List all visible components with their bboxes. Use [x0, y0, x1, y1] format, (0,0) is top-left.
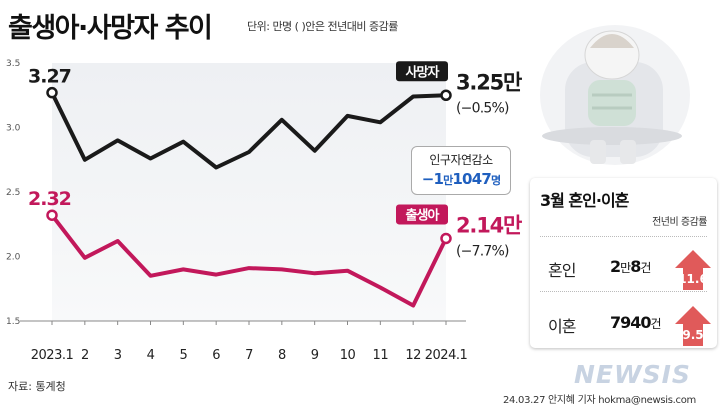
- end-value-label: 2.14만: [456, 213, 522, 237]
- data-point-marker: [46, 209, 58, 221]
- row-label: 혼인: [548, 261, 576, 280]
- change-rate-label: (−7.7%): [456, 243, 509, 259]
- start-value-label: 3.27: [28, 66, 71, 88]
- page-title: 출생아·사망자 추이: [8, 13, 213, 44]
- x-tick-label: 8: [278, 348, 286, 363]
- data-point-marker: [46, 86, 58, 99]
- y-tick-label: 3.5: [6, 59, 20, 69]
- row-label: 이혼: [548, 317, 576, 336]
- natural-decrease-label: 인구자연감소: [429, 153, 493, 167]
- row-value: 7940건: [610, 313, 662, 332]
- unit-note: 단위: 만명 ( )안은 전년대비 증감률: [247, 20, 398, 33]
- x-tick-label: 2: [81, 348, 89, 363]
- change-rate-label: (−0.5%): [456, 100, 509, 116]
- series-line-births: [50, 213, 448, 308]
- nd-unit1: 만: [443, 174, 453, 187]
- y-tick-label: 2.5: [6, 188, 20, 198]
- start-value-label: 2.32: [28, 188, 71, 210]
- natural-decrease-box: 인구자연감소 −1만1047명: [411, 146, 511, 195]
- x-tick-label: 6: [212, 348, 220, 363]
- x-tick-label: 5: [179, 348, 187, 363]
- change-value: 11.6: [678, 272, 708, 286]
- natural-decrease-value: −1만1047명: [412, 170, 510, 188]
- credit-line: 24.03.27 안지혜 기자 hokma@newsis.com: [503, 395, 696, 406]
- divider: [540, 291, 707, 292]
- series-name-tag: [396, 61, 448, 82]
- x-tick-label: 12: [405, 348, 421, 363]
- y-tick-label: 2.0: [6, 253, 21, 263]
- x-tick-label: 3: [114, 348, 122, 363]
- end-value-label: 3.25만: [456, 70, 522, 94]
- data-point-marker: [440, 89, 452, 101]
- series-name-label: 출생아: [406, 207, 440, 223]
- divider: [540, 236, 707, 237]
- x-tick-label: 10: [340, 348, 356, 363]
- marriage-divorce-panel: 3월 혼인·이혼 전년비 증감률 혼인 2만8건 11.6 이혼 7940건 9…: [530, 178, 717, 348]
- nd-mid: 1047: [452, 170, 491, 188]
- panel-subtitle: 전년비 증감률: [652, 217, 707, 228]
- v1: 7940: [610, 313, 652, 332]
- x-tick-label: 7: [245, 348, 253, 363]
- x-tick-label: 2024.1: [425, 348, 468, 363]
- series-name-tag: [396, 204, 448, 225]
- v2: 8: [630, 257, 641, 276]
- change-value: 9.5: [682, 328, 703, 342]
- x-tick-label: 11: [373, 348, 389, 363]
- series-name-label: 사망자: [406, 64, 440, 80]
- u2: 건: [640, 261, 651, 275]
- x-tick-label: 2023.1: [31, 348, 74, 363]
- row-divorce: 이혼 7940건 9.5: [530, 306, 717, 346]
- nd-prefix: −1: [421, 170, 444, 188]
- data-point-marker: [440, 232, 452, 245]
- row-value: 2만8건: [610, 257, 651, 276]
- up-arrow-icon: 9.5: [675, 306, 711, 346]
- u1: 만: [620, 261, 631, 275]
- x-tick-label: 4: [147, 348, 155, 363]
- nd-unit2: 명: [490, 174, 501, 187]
- y-tick-label: 1.5: [6, 317, 20, 327]
- x-tick-label: 9: [311, 348, 319, 363]
- source-note: 자료: 통계청: [8, 380, 66, 393]
- baby-illustration: [540, 25, 690, 165]
- y-tick-label: 3.0: [6, 124, 21, 134]
- u2: 건: [650, 317, 662, 331]
- v1: 2: [610, 257, 621, 276]
- up-arrow-icon: 11.6: [675, 250, 711, 290]
- panel-title: 3월 혼인·이혼: [540, 191, 629, 210]
- series-line-deaths: [50, 91, 447, 170]
- row-marriage: 혼인 2만8건 11.6: [530, 250, 717, 290]
- newsis-logo: NEWSIS: [574, 360, 691, 389]
